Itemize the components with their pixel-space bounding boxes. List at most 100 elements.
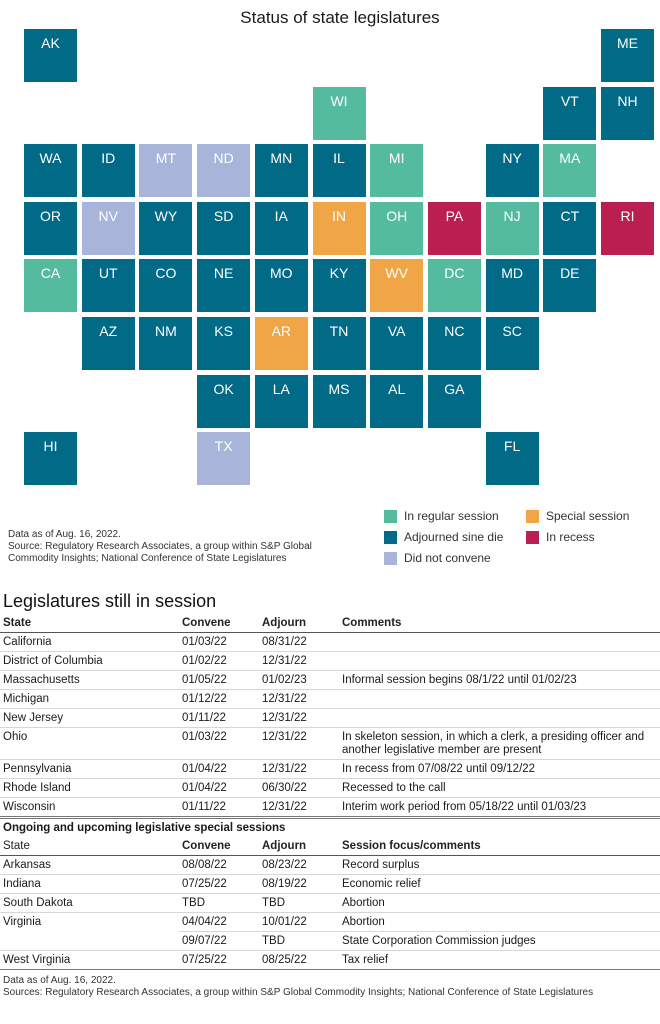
state-tile-nm: NM — [139, 317, 193, 370]
cell-comments: Informal session begins 08/1/22 until 01… — [339, 670, 660, 690]
cell-comments: Economic relief — [339, 874, 660, 894]
session-table: State Convene Adjourn Comments Californi… — [0, 614, 660, 817]
state-tile-ia: IA — [254, 201, 308, 255]
state-tile-sc: SC — [485, 317, 539, 370]
state-tile-de: DE — [543, 259, 597, 313]
cell-adjourn: 12/31/22 — [259, 797, 339, 817]
cell-convene: 01/03/22 — [179, 727, 259, 760]
table-notes: Data as of Aug. 16, 2022. Sources: Regul… — [3, 975, 653, 999]
state-tile-ar: AR — [254, 317, 308, 370]
state-tile-ca: CA — [24, 259, 77, 313]
table-row: Wisconsin 01/11/22 12/31/22 Interim work pe… — [0, 797, 660, 817]
cell-adjourn: 08/23/22 — [259, 855, 339, 875]
cell-state: Michigan — [0, 689, 179, 709]
cell-convene: 01/04/22 — [179, 759, 259, 779]
table-row: Ohio 01/03/22 12/31/22 In skeleton session,… — [0, 727, 660, 760]
cell-adjourn: 12/31/22 — [259, 759, 339, 779]
cell-comments: Recessed to the call — [339, 778, 660, 798]
state-tile-va: VA — [370, 317, 424, 370]
cell-convene: 07/25/22 — [179, 950, 259, 970]
table-row: New Jersey 01/11/22 12/31/22 — [0, 708, 660, 728]
cell-convene: 08/08/22 — [179, 855, 259, 875]
cell-adjourn: 12/31/22 — [259, 689, 339, 709]
cell-state: Massachusetts — [0, 670, 179, 690]
header-adjourn: Adjourn — [259, 614, 339, 633]
table-row: South Dakota TBD TBD Abortion — [0, 893, 660, 913]
cell-convene: 01/05/22 — [179, 670, 259, 690]
cell-adjourn: 12/31/22 — [259, 727, 339, 760]
state-tile-mt: MT — [139, 144, 193, 198]
cell-adjourn: 08/19/22 — [259, 874, 339, 894]
cell-adjourn: TBD — [259, 893, 339, 913]
cell-adjourn: 01/02/23 — [259, 670, 339, 690]
cell-convene: 09/07/22 — [179, 931, 259, 951]
cell-comments — [339, 689, 660, 709]
header-comments: Comments — [339, 614, 660, 633]
legend-swatch — [526, 530, 539, 544]
state-tile-ma: MA — [543, 144, 597, 198]
cell-convene: 01/04/22 — [179, 778, 259, 798]
cell-state: Pennsylvania — [0, 759, 179, 779]
state-tile-mo: MO — [254, 259, 308, 313]
legend-label: In recess — [546, 530, 595, 544]
legend-item-notconvene: Did not convene — [384, 551, 491, 565]
state-tile-co: CO — [139, 259, 193, 313]
cell-state — [0, 932, 179, 951]
cell-convene: 04/04/22 — [179, 912, 259, 932]
session-table-header: State Convene Adjourn Comments — [0, 614, 660, 633]
table-row: Virginia 04/04/22 10/01/22 Abortion — [0, 912, 660, 932]
cell-comments: State Corporation Commission judges — [339, 931, 660, 951]
special-table-header: State Convene Adjourn Session focus/comm… — [0, 837, 660, 856]
cell-adjourn: 12/31/22 — [259, 708, 339, 728]
cell-state: Virginia — [0, 912, 179, 932]
cell-convene: TBD — [179, 893, 259, 913]
state-tile-ky: KY — [312, 259, 366, 313]
legend-swatch — [384, 530, 397, 544]
state-tile-vt: VT — [543, 86, 597, 140]
state-tile-nj: NJ — [485, 201, 539, 255]
cell-state: New Jersey — [0, 708, 179, 728]
legend-label: In regular session — [404, 509, 499, 523]
legend-swatch — [526, 509, 539, 523]
cell-convene: 01/11/22 — [179, 708, 259, 728]
legend-item-adjourned: Adjourned sine die — [384, 530, 503, 544]
cell-state: West Virginia — [0, 950, 179, 970]
state-tile-sd: SD — [197, 201, 251, 255]
table-row: Indiana 07/25/22 08/19/22 Economic relief — [0, 874, 660, 894]
cell-comments — [339, 651, 660, 671]
table-row: Arkansas 08/08/22 08/23/22 Record surplus — [0, 855, 660, 875]
cell-adjourn: 08/31/22 — [259, 632, 339, 652]
special-sessions-table: Ongoing and upcoming legislative special… — [0, 818, 660, 970]
state-tile-ms: MS — [312, 374, 366, 428]
table-row: Massachusetts 01/05/22 01/02/23 Informal se… — [0, 670, 660, 690]
state-tile-mi: MI — [370, 144, 424, 198]
map-notes: Data as of Aug. 16, 2022. Source: Regula… — [8, 529, 348, 565]
header-convene: Convene — [179, 837, 259, 856]
state-tile-hi: HI — [24, 432, 77, 486]
state-tile-pa: PA — [427, 201, 481, 255]
state-tile-az: AZ — [81, 317, 135, 370]
state-tile-ok: OK — [197, 374, 251, 428]
state-tile-ny: NY — [485, 144, 539, 198]
map-source-note: Source: Regulatory Research Associates, … — [8, 541, 312, 564]
state-tile-ak: AK — [24, 29, 77, 82]
legend-label: Special session — [546, 509, 630, 523]
state-tile-wy: WY — [139, 201, 193, 255]
map-date-note: Data as of Aug. 16, 2022. — [8, 529, 121, 540]
legend-item-recess: In recess — [526, 530, 595, 544]
cell-comments: Record surplus — [339, 855, 660, 875]
table-row: West Virginia 07/25/22 08/25/22 Tax relief — [0, 950, 660, 970]
legend-label: Adjourned sine die — [404, 530, 504, 544]
state-tile-wv: WV — [370, 259, 424, 313]
state-tile-nh: NH — [601, 86, 654, 140]
legend-label: Did not convene — [404, 551, 491, 565]
state-tile-wi: WI — [312, 86, 366, 140]
state-tile-nv: NV — [81, 201, 135, 255]
state-tile-tx: TX — [197, 432, 251, 486]
cell-state: District of Columbia — [0, 651, 179, 671]
cell-state: Ohio — [0, 727, 179, 760]
cell-state: California — [0, 632, 179, 652]
legend-swatch — [384, 509, 397, 523]
state-tile-dc: DC — [427, 259, 481, 313]
legend-item-regular: In regular session — [384, 509, 499, 523]
